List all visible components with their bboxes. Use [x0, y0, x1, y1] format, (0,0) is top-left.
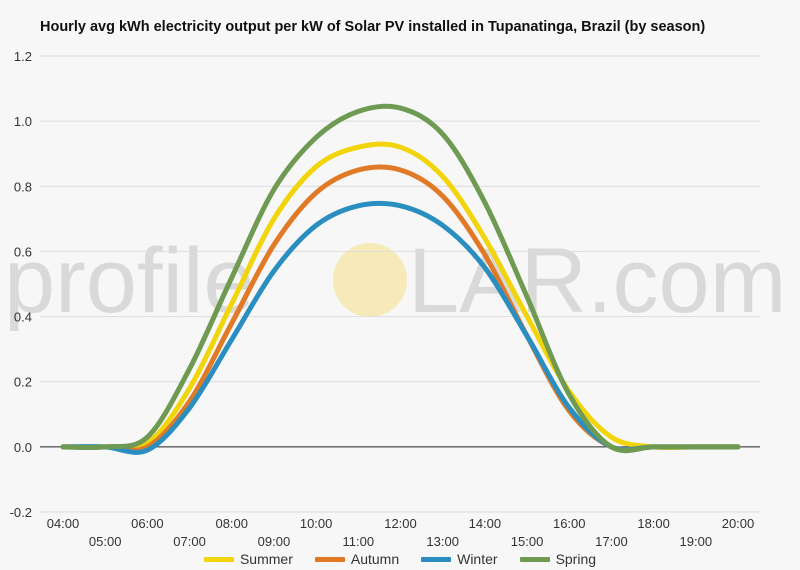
- x-tick-label: 18:00: [637, 516, 670, 531]
- y-tick-label: 1.0: [14, 114, 32, 129]
- x-tick-label: 11:00: [343, 534, 375, 549]
- legend-label: Autumn: [350, 551, 400, 567]
- x-tick-label: 15:00: [511, 534, 544, 549]
- series-line-summer: [60, 141, 741, 452]
- y-tick-label: 0.4: [14, 310, 32, 325]
- x-tick-label: 10:00: [300, 516, 333, 531]
- x-tick-label: 07:00: [173, 534, 206, 549]
- legend-swatch: [203, 556, 234, 562]
- y-axis-ticks: -0.2 0.0 0.2 0.4 0.6 0.8 1.0 1.2: [10, 49, 32, 520]
- x-tick-label: 19:00: [680, 534, 713, 549]
- x-tick-label: 17:00: [595, 534, 628, 549]
- x-axis-ticks: 04:00 05:00 06:00 07:00 08:00 09:00 10:00 11:00…: [47, 516, 755, 549]
- legend-swatch: [314, 556, 345, 562]
- x-tick-label: 20:00: [722, 516, 755, 531]
- x-tick-label: 08:00: [215, 516, 248, 531]
- y-tick-label: 0.6: [14, 244, 32, 259]
- x-tick-label: 09:00: [258, 534, 291, 549]
- legend-label: Winter: [457, 551, 498, 567]
- chart-legend: Summer Autumn Winter Spring: [0, 549, 800, 569]
- legend-label: Summer: [239, 551, 293, 567]
- chart-title: Hourly avg kWh electricity output per kW…: [40, 19, 706, 35]
- watermark-sun: [333, 243, 407, 317]
- legend-label: Spring: [555, 551, 597, 567]
- x-tick-label: 06:00: [131, 516, 164, 531]
- legend-item-winter[interactable]: Winter: [421, 551, 498, 567]
- legend-swatch: [519, 556, 550, 562]
- watermark-text-right: LAR.com: [408, 230, 786, 332]
- series-lines: [60, 103, 741, 455]
- x-tick-label: 13:00: [426, 534, 459, 549]
- series-line-spring: [60, 103, 741, 454]
- x-tick-label: 12:00: [384, 516, 417, 531]
- legend-swatch: [421, 556, 452, 562]
- y-tick-label: 0.8: [14, 179, 32, 194]
- y-tick-label: 0.2: [14, 375, 32, 390]
- x-tick-label: 16:00: [553, 516, 586, 531]
- x-tick-label: 04:00: [47, 516, 80, 531]
- y-tick-label: -0.2: [10, 505, 32, 520]
- x-tick-label: 14:00: [469, 516, 502, 531]
- legend-item-spring[interactable]: Spring: [519, 551, 597, 567]
- legend-item-summer[interactable]: Summer: [203, 551, 293, 567]
- legend-item-autumn[interactable]: Autumn: [314, 551, 400, 567]
- y-tick-label: 0.0: [14, 440, 32, 455]
- x-tick-label: 05:00: [89, 534, 122, 549]
- y-tick-label: 1.2: [14, 49, 32, 64]
